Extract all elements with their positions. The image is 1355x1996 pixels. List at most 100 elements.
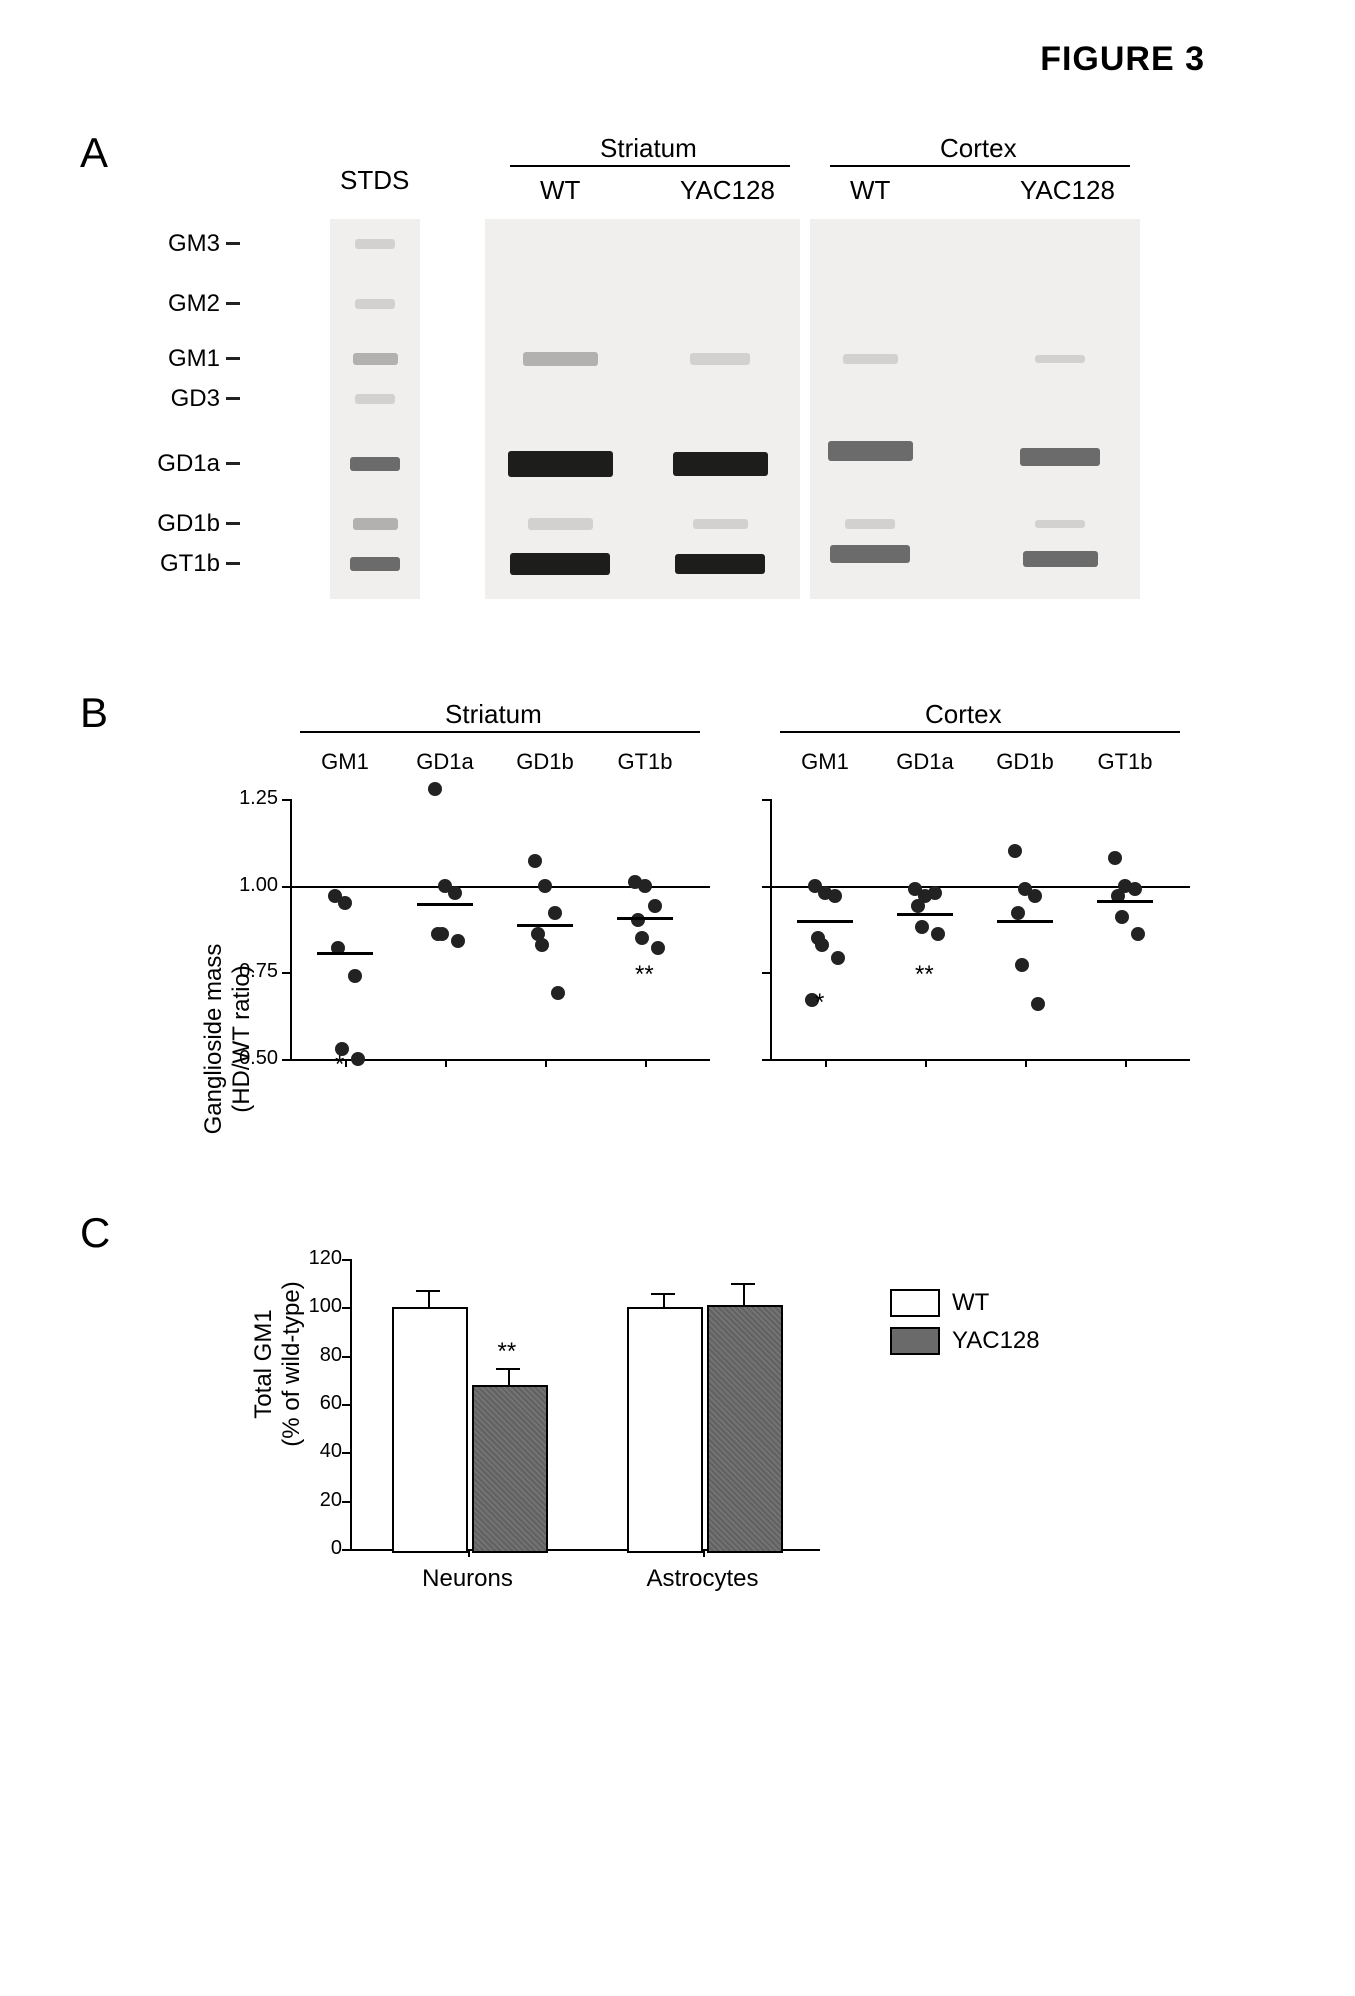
ytick-c xyxy=(342,1307,350,1309)
scatter-point xyxy=(1008,844,1022,858)
errbar xyxy=(663,1293,665,1308)
scatter-point xyxy=(815,938,829,952)
swatch-yac xyxy=(890,1327,940,1355)
group-label-gm1: GM1 xyxy=(301,749,389,775)
scatter-point xyxy=(548,906,562,920)
band-tick-gd1b xyxy=(226,522,240,525)
group-label-gd1b: GD1b xyxy=(981,749,1069,775)
group-label-gd1b: GD1b xyxy=(501,749,589,775)
errbar xyxy=(508,1368,510,1385)
group-label-gt1b: GT1b xyxy=(601,749,689,775)
x-axis xyxy=(770,1059,1190,1061)
median-line xyxy=(897,913,953,916)
stds-label: STDS xyxy=(340,165,409,196)
group-label-gd1a: GD1a xyxy=(401,749,489,775)
tlc-band xyxy=(673,452,768,476)
scatter-point xyxy=(338,896,352,910)
median-line xyxy=(617,917,673,920)
ytick-label: 1.00 xyxy=(218,874,278,897)
scatter-point xyxy=(648,899,662,913)
scatter-point xyxy=(435,927,449,941)
scatter-point xyxy=(831,951,845,965)
significance-gd1a: ** xyxy=(915,961,934,989)
ytick xyxy=(282,1059,290,1061)
ytick xyxy=(282,886,290,888)
ytick-label: 1.25 xyxy=(218,787,278,810)
xcat-neurons: Neurons xyxy=(422,1565,513,1593)
scatter-point xyxy=(351,1052,365,1066)
scatter-point xyxy=(638,879,652,893)
ytick-label-c: 20 xyxy=(292,1489,342,1512)
tlc-band xyxy=(523,352,598,366)
ytick-label-c: 40 xyxy=(292,1440,342,1463)
group-label-gm1: GM1 xyxy=(781,749,869,775)
legend: WT YAC128 xyxy=(890,1289,1040,1365)
scatter-point xyxy=(1015,958,1029,972)
group-label-gt1b: GT1b xyxy=(1081,749,1169,775)
tlc-band xyxy=(843,354,898,364)
band-label-gd1b: GD1b xyxy=(130,510,220,538)
region-cortex: Cortex xyxy=(940,133,1017,164)
section-line xyxy=(780,731,1180,733)
scatter-point xyxy=(911,899,925,913)
errcap xyxy=(651,1293,675,1295)
xtick xyxy=(925,1059,927,1067)
ytick xyxy=(282,972,290,974)
xtick xyxy=(825,1059,827,1067)
legend-wt-label: WT xyxy=(952,1289,989,1317)
xtick xyxy=(1025,1059,1027,1067)
scatter-point xyxy=(538,879,552,893)
band-tick-gd3 xyxy=(226,397,240,400)
median-line xyxy=(317,952,373,955)
ytick-c xyxy=(342,1549,350,1551)
errcap xyxy=(416,1290,440,1292)
tlc-band xyxy=(675,554,765,574)
bar-neurons-wt xyxy=(392,1307,468,1553)
bar-chart: Total GM1 (% of wild-type)02040608010012… xyxy=(240,1229,860,1619)
tlc-bg-striatum xyxy=(485,219,800,599)
band-label-gm3: GM3 xyxy=(130,230,220,258)
region-striatum: Striatum xyxy=(600,133,697,164)
ytick-label-c: 0 xyxy=(292,1537,342,1560)
ytick xyxy=(762,886,770,888)
errcap xyxy=(731,1283,755,1285)
median-line xyxy=(1097,900,1153,903)
y-axis-c xyxy=(350,1259,352,1549)
region-line-striatum xyxy=(510,165,790,167)
section-title-striatum: Striatum xyxy=(445,699,542,730)
scatter-point xyxy=(1115,910,1129,924)
ytick-c xyxy=(342,1452,350,1454)
scatter-point xyxy=(348,969,362,983)
errbar xyxy=(428,1290,430,1307)
tlc-band xyxy=(828,441,913,461)
tlc-band xyxy=(528,518,593,530)
tlc-band xyxy=(830,545,910,563)
xtick xyxy=(645,1059,647,1067)
panel-a: A STDSStriatumCortexWTYAC128WTYAC128 GM3… xyxy=(40,129,1315,609)
scatter-point xyxy=(651,941,665,955)
ytick-label-c: 60 xyxy=(292,1392,342,1415)
band-label-gm2: GM2 xyxy=(130,290,220,318)
y-axis xyxy=(770,799,772,1059)
xtick xyxy=(445,1059,447,1067)
ytick-label-c: 120 xyxy=(292,1247,342,1270)
ytick xyxy=(282,799,290,801)
tlc-band xyxy=(350,557,400,571)
group-label-gd1a: GD1a xyxy=(881,749,969,775)
band-tick-gt1b xyxy=(226,562,240,565)
panel-c-label: C xyxy=(80,1209,110,1257)
median-line xyxy=(797,920,853,923)
scatter-point xyxy=(1031,997,1045,1011)
scatter-point xyxy=(915,920,929,934)
scatter-point xyxy=(928,886,942,900)
ytick xyxy=(762,1059,770,1061)
region-line-cortex xyxy=(830,165,1130,167)
tlc-band xyxy=(693,519,748,529)
ytick-c xyxy=(342,1356,350,1358)
scatter-point xyxy=(535,938,549,952)
tlc-band xyxy=(353,353,398,365)
band-tick-gm2 xyxy=(226,302,240,305)
ytick xyxy=(762,972,770,974)
tlc-band xyxy=(1035,355,1085,363)
panel-b-y-title: Ganglioside mass (HD/WT ratio) xyxy=(200,909,256,1169)
